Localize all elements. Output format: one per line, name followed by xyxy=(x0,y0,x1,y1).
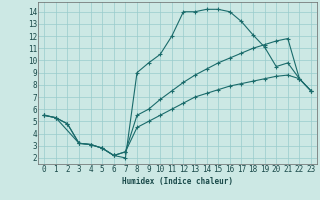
X-axis label: Humidex (Indice chaleur): Humidex (Indice chaleur) xyxy=(122,177,233,186)
